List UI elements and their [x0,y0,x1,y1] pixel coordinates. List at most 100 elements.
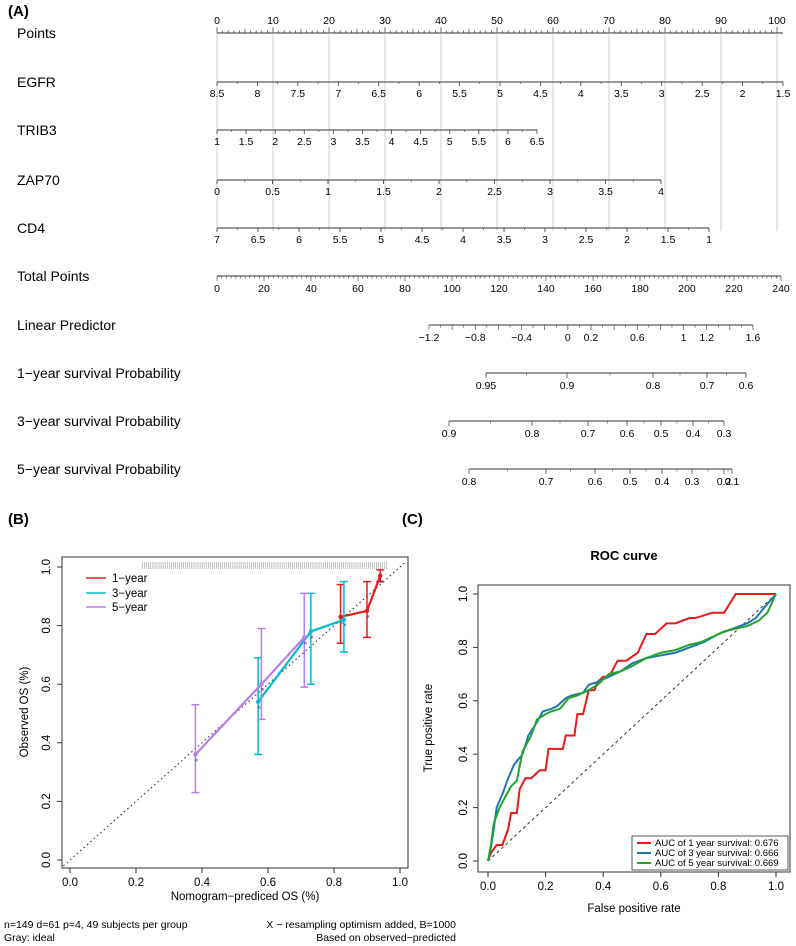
x-tick-label: 1.0 [392,877,408,889]
prob-tick-label: 0.9 [442,428,457,440]
total-tick-label: 220 [725,283,743,295]
y-axis-label: Observed OS (%) [19,666,31,757]
legend-label: 5−year [112,602,148,614]
x-tick-label: 0.4 [595,881,612,893]
row-label-0: Points [17,25,56,41]
var-tick-label: 3 [330,136,336,148]
calibration-note-resampling: X − resampling optimism added, B=1000 [266,919,456,931]
var-tick-label: 3.5 [598,186,613,198]
var-tick-label: 1 [706,234,712,246]
points-tick-label: 40 [435,15,447,27]
var-tick-label: 2 [740,88,746,100]
row-label-1: EGFR [17,74,56,90]
var-tick-label: 6.5 [371,88,386,100]
x-axis-label: Nomogram−prediced OS (%) [171,891,320,903]
y-tick-label: 0.6 [41,676,53,692]
var-tick-label: 7.5 [291,88,306,100]
var-tick-label: 4 [578,88,584,100]
var-tick-label: 4 [658,186,664,198]
points-tick-label: 80 [659,15,671,27]
row-label-4: CD4 [17,220,45,236]
y-tick-label: 0.4 [41,734,53,751]
prob-tick-label: 0.95 [476,380,497,392]
data-point [302,635,307,640]
roc-frame [477,584,791,873]
total-tick-label: 100 [443,283,461,295]
var-tick-label: 1.5 [239,136,254,148]
y-tick-label: 0.0 [458,853,470,869]
prob-tick-label: 0.5 [654,428,669,440]
var-tick-label: 5.5 [472,136,487,148]
var-tick-label: 1.5 [776,88,791,100]
total-tick-label: 40 [305,283,317,295]
points-tick-label: 30 [379,15,391,27]
x-tick-label: 0.6 [653,881,669,893]
var-tick-label: 7 [335,88,341,100]
var-tick-label: 1 [325,186,331,198]
optimism-mark: × [366,614,370,621]
legend-label: AUC of 5 year survival: 0.669 [655,858,779,869]
calibration-plot: 0.0 0.2 0.4 0.6 0.8 1.0 0.0 0.2 0.4 0.6 0.8 1.0 Nomo… [19,556,409,903]
var-tick-label: 5 [447,136,453,148]
total-tick-label: 20 [258,283,270,295]
y-tick-label: 0.0 [41,852,53,868]
legend-label: AUC of 1 year survival: 0.676 [655,838,779,849]
roc-title: ROC curve [590,548,657,563]
calibration-note-gray: Gray: ideal [4,932,55,944]
prob-tick-label: 0.7 [700,380,715,392]
var-tick-label: 3 [542,234,548,246]
lp-tick-label: 1.2 [699,332,714,344]
roc-curve [487,593,777,862]
y-tick-label: 1.0 [458,586,470,602]
prob-tick-label: 0.6 [739,380,754,392]
optimism-mark: × [340,620,344,627]
prob-tick-label: 0.1 [725,476,740,488]
var-tick-label: 6.5 [530,136,545,148]
prob-tick-label: 0.8 [462,476,477,488]
data-point [193,752,198,757]
legend-label: AUC of 3 year survival: 0.666 [655,848,779,859]
y-tick-label: 0.6 [458,693,470,709]
var-tick-label: 4.5 [533,88,548,100]
x-tick-label: 0.2 [538,881,554,893]
optimism-mark: × [257,705,261,712]
roc-curve [487,593,777,862]
var-tick-label: 2.5 [579,234,594,246]
lp-tick-label: 0.6 [630,332,645,344]
prob-tick-label: 0.3 [685,476,700,488]
x-tick-label: 0.4 [194,877,211,889]
points-tick-label: 0 [214,15,220,27]
prob-tick-label: 0.4 [655,476,670,488]
var-tick-label: 0.5 [265,186,280,198]
x-tick-label: 0.2 [128,877,144,889]
panel-a-label: (A) [8,3,29,20]
row-label-7: 1−year survival Probability [17,365,181,381]
var-tick-label: 2 [272,136,278,148]
data-point [338,614,343,620]
points-tick-label: 100 [768,15,786,27]
data-point [259,682,264,687]
var-tick-label: 8.5 [210,88,225,100]
row-label-9: 5−year survival Probability [17,461,181,477]
prob-tick-label: 0.8 [525,428,540,440]
roc-legend-box [631,835,789,871]
prob-tick-label: 0.7 [539,476,554,488]
data-point [364,608,370,614]
optimism-mark: × [260,687,264,694]
var-tick-label: 3.5 [614,88,629,100]
calibration-frame [61,556,409,869]
prob-tick-label: 0.2 [717,476,732,488]
prob-tick-label: 0.6 [620,428,635,440]
var-tick-label: 4 [389,136,395,148]
x-tick-label: 0.8 [326,877,342,889]
var-tick-label: 2 [436,186,442,198]
prob-tick-label: 0.5 [623,476,638,488]
legend-label: 3−year [112,588,148,600]
points-tick-label: 10 [267,15,279,27]
lp-tick-label: −0.4 [511,332,532,344]
row-label-6: Linear Predictor [17,317,116,333]
x-tick-label: 0.8 [710,881,726,893]
data-point [255,699,261,704]
var-tick-label: 2.5 [695,88,710,100]
y-tick-label: 0.2 [458,800,470,816]
